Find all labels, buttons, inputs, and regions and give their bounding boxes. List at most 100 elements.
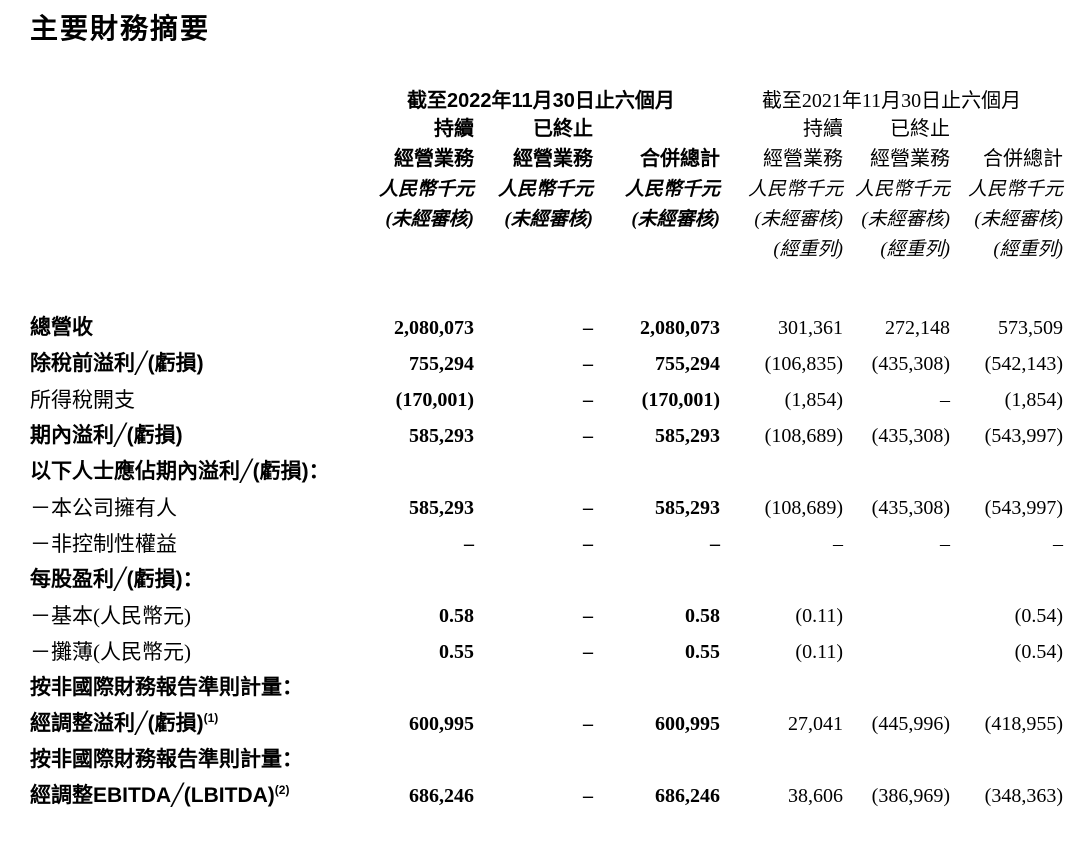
table-row-profit-for-period: 期內溢利╱(虧損) 585,293 – 585,293 (108,689) (4… <box>30 418 1063 454</box>
unit-note: 人民幣千元 <box>624 179 720 200</box>
cell-2022-continuing: 0.55 <box>439 641 474 663</box>
period-2021-title: 截至2021年11月30日止六個月 <box>761 90 1022 112</box>
table-row-adjusted-ebitda: 經調整EBITDA╱(LBITDA)(2) 686,246 – 686,246 … <box>30 778 1063 814</box>
unit-note: 人民幣千元 <box>378 179 474 200</box>
row-label: 所得稅開支 <box>30 388 135 412</box>
cell-2022-continuing: – <box>464 533 474 555</box>
cell-2022-discontinued: – <box>583 785 593 807</box>
table-row-non-ifrs-heading-1: 按非國際財務報告準則計量： <box>30 670 1063 706</box>
cell-2021-discontinued <box>843 598 950 634</box>
header-empty-cell <box>30 114 362 144</box>
row-label: 經調整溢利╱(虧損)(1) <box>30 706 362 742</box>
page-title: 主要財務摘要 <box>30 13 211 44</box>
unaudited-note: (未經審核) <box>974 209 1063 230</box>
cell-2022-discontinued: – <box>583 317 593 339</box>
cell-2021-continuing: (106,835) <box>764 353 843 375</box>
cell-2022-discontinued: – <box>583 605 593 627</box>
row-label: 除稅前溢利╱(虧損) <box>30 352 204 375</box>
cell-empty <box>474 742 593 778</box>
unit-note: 人民幣千元 <box>967 179 1063 200</box>
cell-2021-continuing: – <box>833 533 843 555</box>
col-header-combined-total-2022: 合併總計 <box>640 148 720 170</box>
period-2022-title: 截至2022年11月30日止六個月 <box>407 90 675 112</box>
cell-2021-continuing: 27,041 <box>788 713 843 735</box>
cell-2022-continuing: (170,001) <box>395 389 474 411</box>
cell-2021-total: (0.54) <box>1014 641 1063 663</box>
cell-2021-discontinued: – <box>940 533 950 555</box>
header-empty-cell <box>30 235 362 264</box>
header-empty-cell <box>30 88 362 114</box>
unaudited-note: (未經審核) <box>504 209 593 230</box>
unaudited-note: (未經審核) <box>385 209 474 230</box>
table-row-eps-basic: －基本(人民幣元) 0.58 – 0.58 (0.11) (0.54) <box>30 598 1063 634</box>
cell-2022-discontinued: – <box>583 713 593 735</box>
cell-empty <box>362 562 474 598</box>
table-row-owners-of-company: －本公司擁有人 585,293 – 585,293 (108,689) (435… <box>30 490 1063 526</box>
cell-empty <box>720 454 843 490</box>
col-header-total-2022-spacer <box>593 114 720 144</box>
cell-empty <box>950 454 1063 490</box>
col-header-combined-total-2021: 合併總計 <box>983 148 1063 170</box>
cell-2021-total: (543,997) <box>984 497 1063 519</box>
cell-2021-total: 573,509 <box>998 317 1063 339</box>
cell-2022-total: 585,293 <box>655 425 720 447</box>
restated-note: (經重列) <box>773 239 843 260</box>
cell-2022-discontinued: – <box>583 389 593 411</box>
cell-2021-continuing: (108,689) <box>764 497 843 519</box>
table-row-total-revenue: 總營收 2,080,073 – 2,080,073 301,361 272,14… <box>30 310 1063 346</box>
cell-2022-discontinued: – <box>583 425 593 447</box>
unit-note: 人民幣千元 <box>497 179 593 200</box>
restated-note-empty <box>593 235 720 264</box>
cell-2021-total: – <box>1053 533 1063 555</box>
spacer-row <box>30 264 1063 310</box>
row-label: 每股盈利╱(虧損)： <box>30 568 204 591</box>
row-label: 以下人士應佔期內溢利╱(虧損)： <box>30 460 330 483</box>
cell-2022-continuing: 755,294 <box>409 353 474 375</box>
cell-2021-continuing: (108,689) <box>764 425 843 447</box>
cell-2022-total: 600,995 <box>655 713 720 735</box>
header-line2-row: 經營業務 經營業務 合併總計 經營業務 經營業務 合併總計 <box>30 144 1063 175</box>
cell-empty <box>593 454 720 490</box>
cell-2022-continuing: 0.58 <box>439 605 474 627</box>
col-header-continuing-2022: 持續 <box>434 118 474 140</box>
header-empty-cell <box>30 144 362 175</box>
cell-empty <box>362 670 474 706</box>
cell-2021-discontinued <box>843 634 950 670</box>
cell-2021-discontinued: 272,148 <box>885 317 950 339</box>
cell-2022-total: 686,246 <box>655 785 720 807</box>
cell-2021-discontinued: – <box>940 389 950 411</box>
cell-2021-continuing: (0.11) <box>795 605 843 627</box>
row-label: 按非國際財務報告準則計量： <box>30 676 303 699</box>
header-restated-row: (經重列) (經重列) (經重列) <box>30 235 1063 264</box>
cell-2021-discontinued: (435,308) <box>871 497 950 519</box>
cell-2021-continuing: (0.11) <box>795 641 843 663</box>
header-unaudited-row: (未經審核) (未經審核) (未經審核) (未經審核) (未經審核) (未經審核… <box>30 205 1063 235</box>
cell-empty <box>593 670 720 706</box>
cell-2022-total: – <box>710 533 720 555</box>
cell-empty <box>950 742 1063 778</box>
header-period-row: 截至2022年11月30日止六個月 截至2021年11月30日止六個月 <box>30 88 1063 114</box>
row-label: －非控制性權益 <box>30 532 177 556</box>
cell-2021-total: (418,955) <box>984 713 1063 735</box>
table-row-eps-heading: 每股盈利╱(虧損)： <box>30 562 1063 598</box>
unaudited-note: (未經審核) <box>861 209 950 230</box>
row-label: 總營收 <box>30 316 93 339</box>
table-row-non-ifrs-heading-2: 按非國際財務報告準則計量： <box>30 742 1063 778</box>
cell-empty <box>950 670 1063 706</box>
unit-note: 人民幣千元 <box>854 179 950 200</box>
cell-2022-continuing: 600,995 <box>409 713 474 735</box>
unaudited-note: (未經審核) <box>754 209 843 230</box>
cell-2021-discontinued: (445,996) <box>871 713 950 735</box>
unaudited-note: (未經審核) <box>631 209 720 230</box>
cell-empty <box>843 562 950 598</box>
cell-2022-continuing: 585,293 <box>409 497 474 519</box>
row-label: 按非國際財務報告準則計量： <box>30 748 303 771</box>
cell-2022-continuing: 686,246 <box>409 785 474 807</box>
cell-2022-total: 2,080,073 <box>640 317 720 339</box>
table-row-income-tax-expense: 所得稅開支 (170,001) – (170,001) (1,854) – (1… <box>30 382 1063 418</box>
cell-2022-continuing: 2,080,073 <box>394 317 474 339</box>
col-header-operations-2022-discontinued: 經營業務 <box>513 148 593 170</box>
row-label-text: 經調整溢利╱(虧損) <box>30 712 204 735</box>
cell-2022-continuing: 585,293 <box>409 425 474 447</box>
cell-2021-discontinued: (386,969) <box>871 785 950 807</box>
